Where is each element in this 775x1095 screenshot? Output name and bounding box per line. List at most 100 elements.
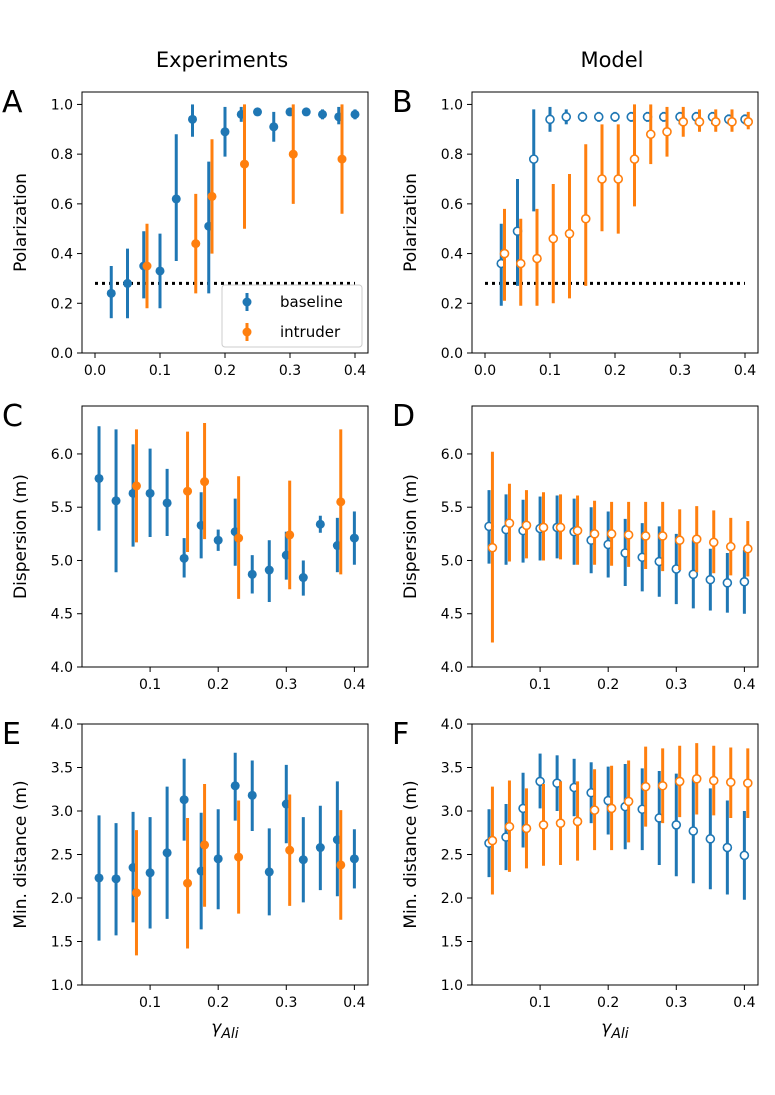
y-tick-label: 4.0	[441, 717, 463, 733]
data-point	[191, 239, 201, 249]
y-tick-label: 0.8	[51, 147, 73, 163]
y-tick-label: 4.0	[51, 717, 73, 733]
data-point	[162, 848, 172, 858]
data-point	[580, 213, 591, 224]
y-tick-label: 1.0	[51, 97, 73, 113]
data-point	[349, 854, 359, 864]
plot-frame	[81, 723, 369, 986]
data-point	[708, 537, 719, 548]
y-tick-label: 4.0	[441, 660, 463, 676]
data-point	[691, 774, 702, 784]
data-point	[111, 874, 121, 884]
data-point	[538, 820, 549, 830]
data-point	[336, 497, 346, 507]
data-point	[288, 149, 298, 159]
y-tick-label: 5.0	[51, 553, 73, 569]
y-tick-label: 1.0	[441, 978, 463, 994]
data-point	[705, 834, 716, 844]
y-axis-label: Dispersion (m)	[401, 474, 421, 599]
data-point	[640, 531, 651, 541]
series-baseline	[496, 106, 750, 306]
data-point	[179, 553, 189, 563]
data-point	[336, 860, 346, 870]
data-point	[521, 520, 532, 531]
series-intruder	[487, 743, 753, 895]
data-point	[234, 533, 244, 543]
series-baseline	[94, 752, 359, 941]
x-axis-label: γAli	[211, 1018, 239, 1042]
x-axis-label-subscript: Ali	[610, 1026, 628, 1042]
y-tick-label: 5.5	[51, 500, 73, 516]
y-tick-label: 0.4	[441, 247, 463, 263]
y-tick-label: 2.0	[441, 891, 463, 907]
data-point	[678, 117, 689, 127]
data-point	[240, 159, 249, 169]
plot-frame	[81, 405, 369, 668]
data-point	[264, 867, 274, 877]
data-point	[504, 821, 515, 832]
x-tick-label: 0.1	[139, 995, 161, 1011]
y-axis-label: Min. distance (m)	[11, 780, 31, 928]
data-point	[220, 127, 230, 137]
plot-frame	[81, 91, 369, 354]
data-point	[285, 530, 295, 540]
data-point	[623, 530, 634, 540]
data-point	[207, 191, 217, 201]
series-intruder	[487, 451, 753, 643]
data-point	[179, 795, 189, 805]
panels: A 0.0 0.1 0.2 0.3 0.4 0.0 0.2 0.4 0.6 0.8 1.0 Polari…	[2, 85, 759, 1042]
data-point	[645, 129, 656, 140]
data-point	[548, 233, 559, 244]
y-axis-label: Dispersion (m)	[11, 474, 31, 599]
data-point	[555, 522, 566, 533]
y-tick-label: 3.5	[441, 761, 463, 777]
plot-frame	[471, 405, 759, 668]
data-point	[145, 488, 155, 498]
y-tick-label: 0.0	[51, 346, 73, 362]
panel-a: A 0.0 0.1 0.2 0.3 0.4 0.0 0.2 0.4 0.6 0.8 1.0 Polari…	[2, 85, 369, 379]
data-point	[572, 525, 583, 536]
y-tick-label: 1.5	[51, 935, 73, 951]
x-tick-label: 0.4	[344, 363, 366, 379]
panel-letter: E	[2, 717, 21, 752]
data-point	[535, 776, 545, 787]
y-tick-label: 3.0	[441, 804, 463, 820]
data-point	[247, 790, 257, 800]
series-intruder	[142, 104, 347, 309]
y-axis-label: Polarization	[11, 173, 31, 272]
data-point	[606, 803, 617, 814]
x-tick-label: 0.3	[669, 363, 691, 379]
column-title-model: Model	[580, 48, 643, 72]
data-point	[253, 107, 262, 117]
data-point	[691, 534, 702, 544]
data-point	[94, 473, 104, 483]
y-tick-label: 0.0	[441, 346, 463, 362]
data-point	[577, 112, 588, 122]
data-point	[301, 107, 311, 117]
data-point	[657, 780, 668, 791]
data-point	[515, 258, 526, 269]
data-point	[739, 850, 750, 861]
data-point	[298, 573, 308, 583]
x-tick-label: 0.1	[139, 677, 161, 693]
data-point	[742, 778, 753, 788]
data-point	[183, 878, 193, 888]
series-baseline	[94, 426, 359, 603]
data-point	[162, 498, 172, 508]
data-point	[725, 541, 736, 552]
data-point	[589, 805, 600, 815]
x-tick-label: 0.4	[343, 995, 365, 1011]
plot-frame	[471, 723, 759, 986]
x-axis-label: γAli	[601, 1018, 629, 1042]
x-tick-label: 0.2	[597, 995, 619, 1011]
data-point	[315, 519, 325, 529]
y-tick-label: 2.5	[51, 848, 73, 864]
y-tick-label: 6.0	[51, 447, 73, 463]
data-point	[705, 574, 716, 585]
x-tick-label: 0.3	[665, 677, 687, 693]
legend-baseline-marker	[242, 297, 252, 307]
legend-box	[221, 284, 363, 348]
data-point	[155, 266, 165, 276]
data-point	[350, 109, 360, 119]
data-point	[106, 288, 116, 298]
